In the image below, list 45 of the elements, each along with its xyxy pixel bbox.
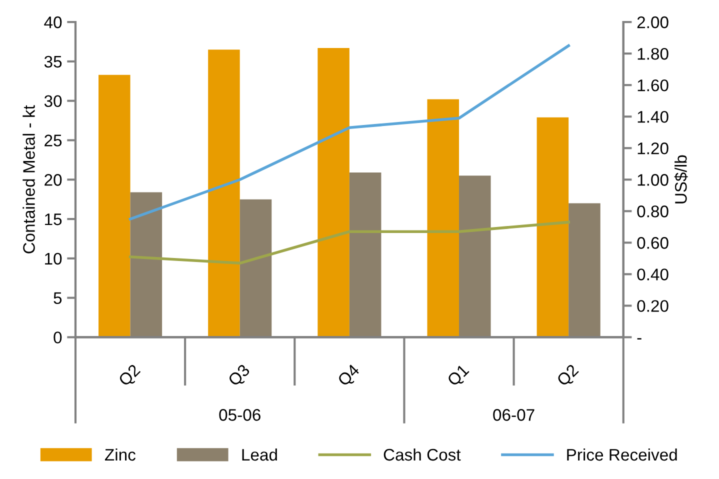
y2-axis-title: US$/lb <box>674 155 688 204</box>
bar <box>318 48 350 338</box>
y2-tick-label: 1.40 <box>638 110 668 123</box>
bar <box>568 203 600 338</box>
y-tick-label: 15 <box>45 214 62 226</box>
bar <box>98 74 130 338</box>
bar <box>130 192 162 338</box>
line-series <box>128 220 570 265</box>
y-tick-label: 30 <box>44 95 62 108</box>
legend-label: Lead <box>242 448 277 461</box>
x-tick-label: Q4 <box>336 363 362 389</box>
y2-tick-label: 0.60 <box>637 237 668 249</box>
y2-tick-label: - <box>637 338 642 340</box>
y2-tick-label: 0.20 <box>637 300 668 312</box>
y-axis-title: Contained Metal - kt <box>22 105 35 254</box>
y-tick-label: 40 <box>44 16 62 28</box>
y-tick-label: 10 <box>45 252 62 265</box>
y-tick-label: 20 <box>44 174 62 186</box>
y2-tick-label: 1.60 <box>638 79 668 92</box>
legend-label: Zinc <box>104 448 136 461</box>
legend-label: Price Received <box>567 448 677 461</box>
bar <box>240 199 272 338</box>
y-tick-label: 35 <box>44 56 62 68</box>
line-series <box>128 44 570 220</box>
y-tick-label: 0 <box>54 332 62 344</box>
bar <box>427 99 460 338</box>
x-tick-label: Q2 <box>118 364 143 389</box>
bar <box>536 117 569 338</box>
x-tick-label: Q3 <box>227 364 252 389</box>
bar <box>349 172 382 338</box>
y2-tick-label: 0.40 <box>637 268 668 280</box>
y2-tick-label: 1.00 <box>638 174 668 186</box>
x-tick-label: Q1 <box>446 364 472 389</box>
y2-tick-label: 0.80 <box>637 206 668 218</box>
bar <box>459 176 491 338</box>
x-tick-label: Q2 <box>556 364 582 389</box>
legend-label: Cash Cost <box>384 448 461 461</box>
bar <box>208 50 240 338</box>
y2-tick-label: 1.20 <box>638 142 668 154</box>
text: 05-06 <box>219 409 260 421</box>
y-tick-label: 25 <box>44 134 62 146</box>
y2-tick-label: 1.80 <box>638 48 668 60</box>
y-tick-label: 5 <box>54 292 62 304</box>
y2-tick-label: 2.00 <box>637 16 668 28</box>
text: 06-07 <box>493 409 534 421</box>
